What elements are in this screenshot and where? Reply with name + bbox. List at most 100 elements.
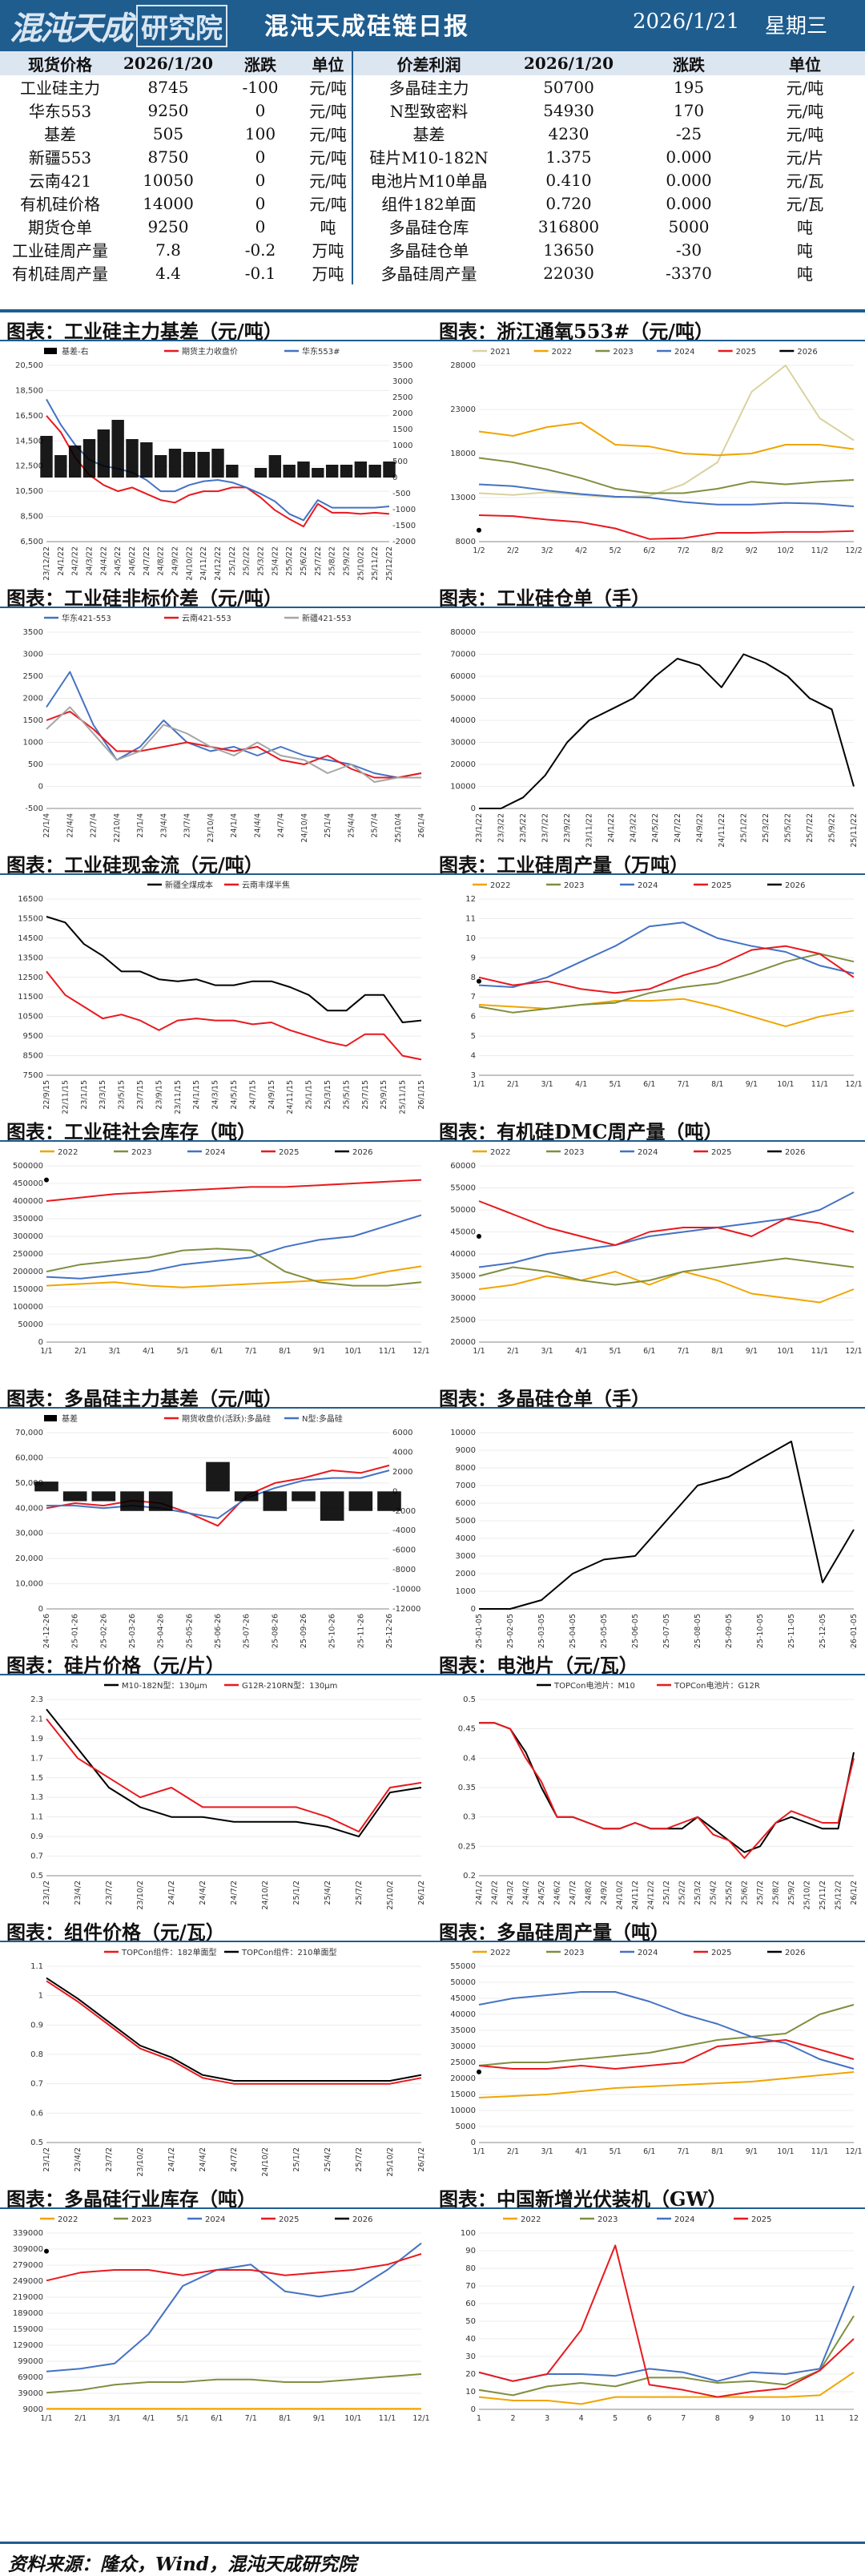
y-right-tick-label: 2500 — [392, 393, 412, 402]
x-tick-label: 25/6/22 — [300, 546, 308, 576]
table-cell: 1.375 — [545, 147, 592, 167]
title-underline — [0, 2207, 432, 2209]
series-line — [479, 1441, 855, 1610]
x-tick-label: 6/1 — [211, 1347, 223, 1356]
bar-mark — [97, 429, 111, 478]
x-tick-label: 9/1 — [746, 1080, 758, 1089]
x-tick-label: 23/10/4 — [207, 813, 215, 843]
legend-entry: G12R-210RN型：130μm — [242, 1680, 337, 1691]
chart-panel: 华东421-553 云南421-553 新疆421-553 3500 3000 2500 2… — [0, 608, 432, 849]
series-line — [46, 1469, 390, 1519]
series-line — [478, 1200, 855, 1246]
legend-entry: TOPCon电池片：G12R — [674, 1680, 760, 1691]
y-tick-label: 1.3 — [30, 1793, 43, 1802]
x-tick-label: 24/8/22 — [157, 546, 166, 576]
x-tick-label: 25/7/2 — [355, 1881, 364, 1905]
table-cell: 0.000 — [666, 170, 712, 190]
chart-panel: TOPCon电池片：M10 TOPCon电池片：G12R 0.5 0.45 0.4 0.3… — [432, 1675, 865, 1916]
y-tick-label: 10,000 — [15, 1580, 43, 1589]
y-tick-label: 13000 — [450, 494, 476, 502]
legend-entry: 2021 — [490, 348, 510, 357]
bar-mark — [254, 468, 268, 478]
bar-mark — [283, 465, 296, 478]
y-tick-label: 14500 — [18, 934, 43, 943]
series-line — [478, 365, 855, 498]
x-tick-label: 24/5/2 — [537, 1881, 546, 1905]
x-tick-label: 9/1 — [746, 2147, 758, 2156]
series-line — [478, 2004, 855, 2066]
x-tick-label: 4/1 — [143, 1347, 155, 1356]
series-line — [478, 2244, 855, 2398]
x-tick-label: 3/1 — [108, 1347, 120, 1356]
series-line — [478, 483, 855, 507]
legend-entry: 2023 — [131, 1148, 151, 1157]
y-right-tick-label: -6000 — [392, 1546, 416, 1555]
legend-entry: 2024 — [205, 2215, 225, 2224]
x-tick-label: 25/5/2 — [725, 1881, 734, 1905]
chart-svg: 新疆全煤成本 云南丰煤半焦 16500 15500 14500 13500 12500 115… — [18, 880, 426, 1115]
title-underline — [0, 1941, 432, 1942]
table-cell: 元/片 — [786, 148, 824, 167]
y-tick-label: 500000 — [13, 1162, 43, 1171]
x-tick-label: 23/1/2 — [42, 2147, 51, 2172]
x-tick-label: 25/6/2 — [741, 1881, 750, 1905]
table-cell: 基差 — [352, 122, 505, 145]
table-row: 基差 505 100 元/吨 基差 4230 -25 元/吨 — [0, 122, 865, 145]
x-tick-label: 4/1 — [143, 2414, 155, 2423]
x-tick-label: 25/9/2 — [787, 1881, 796, 1905]
y-tick-label: 0 — [471, 2405, 476, 2414]
x-tick-label: 23/10/2 — [136, 1881, 145, 1910]
x-tick-label: 25/9/15 — [380, 1080, 388, 1110]
chart-panel: 2022 2023 2024 2025 2026 339000 309000 279000 24… — [0, 2209, 432, 2449]
x-tick-label: 22/9/15 — [42, 1080, 51, 1110]
table-cell: 工业硅主力 — [20, 79, 100, 98]
x-tick-label: 23/12/22 — [42, 546, 51, 581]
x-tick-label: 25/3/15 — [324, 1080, 332, 1110]
chart-title: 图表：工业硅社会库存（吨） — [6, 1120, 256, 1143]
x-tick-label: 24/4/2 — [199, 2147, 207, 2172]
x-tick-label: 11/1 — [811, 1347, 828, 1356]
bar-mark — [54, 455, 67, 478]
bar-mark — [312, 468, 324, 478]
x-tick-label: 25/7/4 — [371, 813, 380, 838]
x-tick-label: 25/1/2 — [292, 1881, 301, 1905]
bar-mark — [340, 465, 353, 478]
table-cell: 8745 — [147, 77, 189, 97]
legend-entry: 2025 — [711, 1148, 731, 1157]
table-cell: 元/瓦 — [786, 195, 824, 214]
title-underline — [432, 1140, 865, 1142]
column-header: 涨跌 — [633, 51, 745, 75]
series-line — [46, 1265, 422, 1288]
title-underline — [432, 1941, 865, 1942]
bar-mark — [211, 449, 224, 478]
y-tick-label: 9 — [471, 953, 476, 962]
x-tick-label: 23/7/2 — [105, 2147, 114, 2172]
series-point — [477, 978, 481, 984]
y-tick-label: 9000 — [456, 1446, 476, 1455]
chart-panel: 80000 70000 60000 50000 40000 30000 20000 10000… — [432, 608, 865, 849]
x-tick-label: 6/1 — [643, 1080, 655, 1089]
x-tick-label: 22/1/4 — [42, 813, 51, 838]
table-cell: 10050 — [143, 170, 194, 190]
table-cell: 有机硅价格 — [20, 195, 100, 214]
table-cell: 元/吨 — [309, 171, 347, 191]
y-tick-label: 350000 — [13, 1215, 43, 1223]
y-right-tick-label: 4000 — [392, 1448, 412, 1457]
table-cell: 基差 — [44, 125, 76, 144]
series-line — [478, 953, 855, 1014]
x-tick-label: 25/4/2 — [324, 1881, 332, 1905]
x-tick-label: 26/1/15 — [417, 1080, 426, 1110]
x-tick-label: 24/4/2 — [522, 1881, 531, 1905]
series-line — [478, 1257, 855, 1286]
series-line — [478, 1191, 855, 1268]
y-right-tick-label: 2000 — [392, 409, 412, 418]
y-tick-label: 10000 — [450, 2106, 476, 2115]
x-tick-label: 24/11/15 — [286, 1080, 295, 1115]
table-cell: 硅片M10-182N — [352, 145, 505, 168]
x-tick-label: 1 — [477, 2414, 481, 2423]
x-tick-label: 24/1/4 — [230, 813, 239, 838]
x-tick-label: 2025-12-05 — [819, 1614, 827, 1649]
x-tick-label: 25/2/2 — [678, 1881, 687, 1905]
legend-entry: 2026 — [797, 348, 817, 357]
x-tick-label: 25/4/22 — [271, 546, 280, 576]
